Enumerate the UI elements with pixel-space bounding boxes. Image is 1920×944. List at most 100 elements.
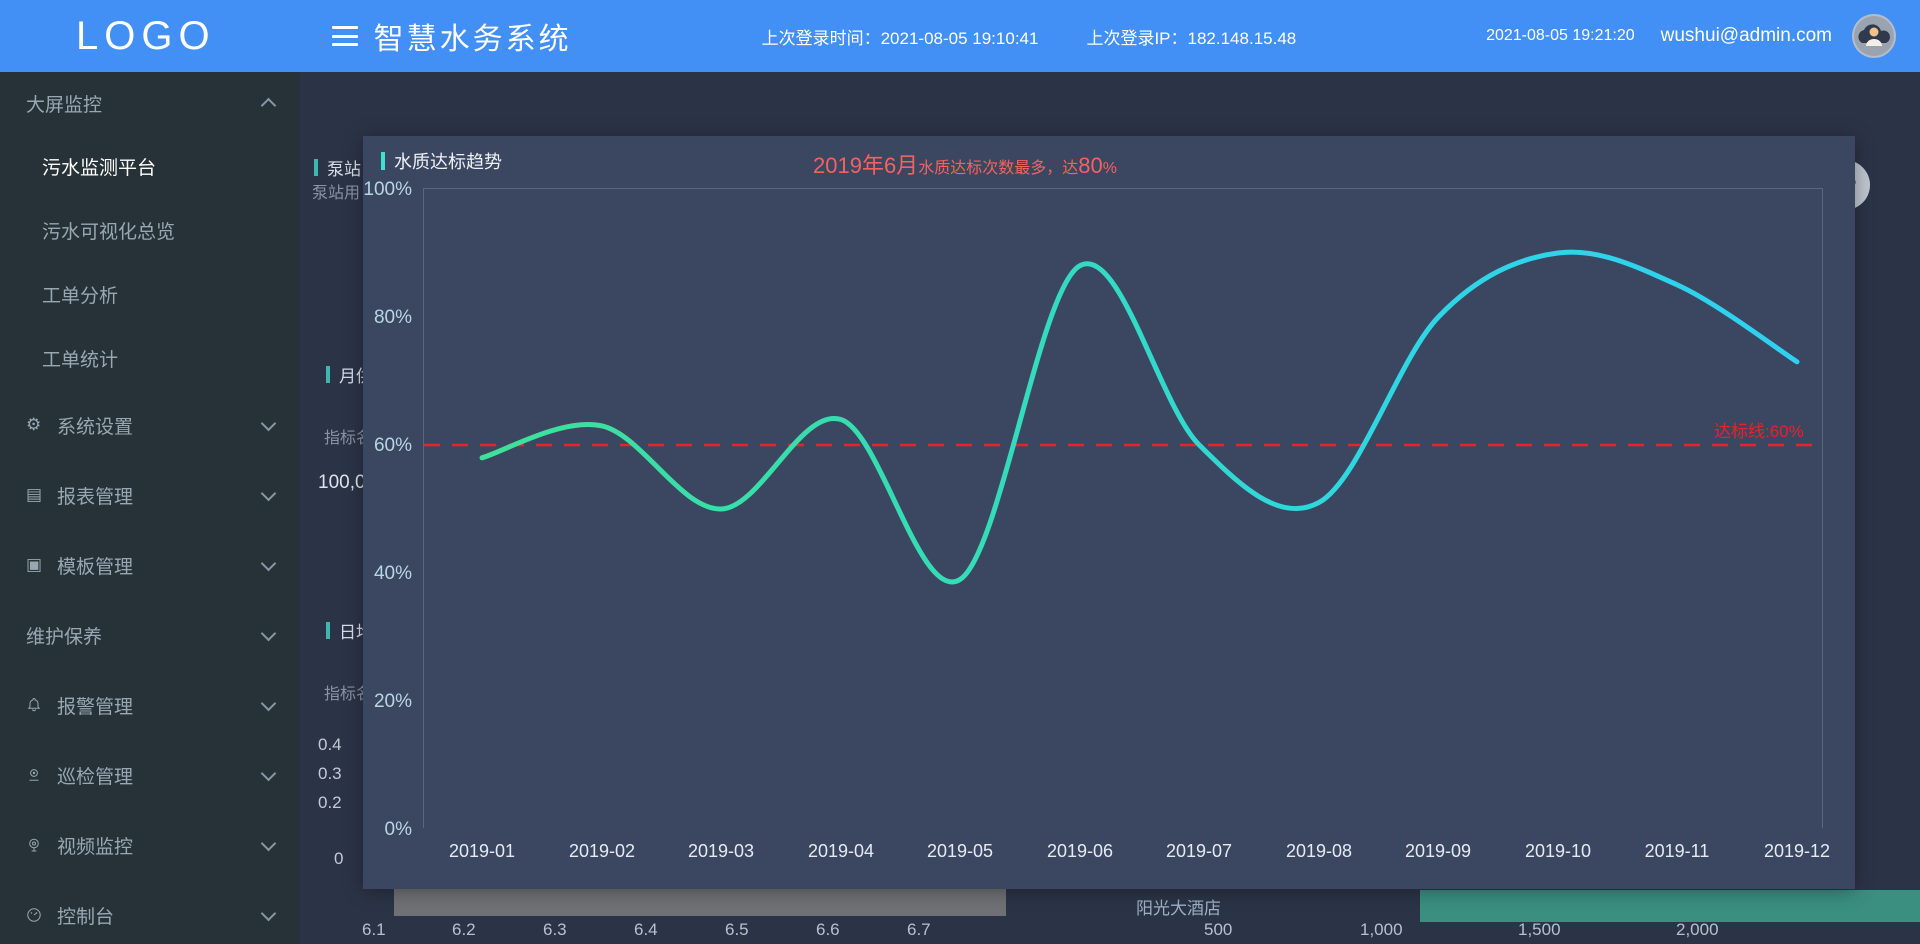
bottom-right-bar [1420,890,1920,922]
bg-card-label: 泵站 [327,160,361,179]
note-suffix: % [1102,160,1117,177]
chevron-down-icon [260,415,277,431]
bg-card-value-monthly: 100,0 [318,472,366,493]
line-chart-svg [424,249,1824,585]
bg-card-sub-monthly: 指标名 [324,430,373,447]
last-login-time: 上次登录时间：2021-08-05 19:10:41 [762,24,1039,49]
sidebar-item-label: 报警管理 [57,696,134,718]
note-month: 2019年6月 [813,153,919,178]
bottom-left-tick: 6.1 [362,920,386,939]
x-axis-tick: 2019-04 [807,841,875,861]
threshold-label: 达标线:60% [1714,422,1804,441]
accent-bar [381,152,385,170]
last-login-time-value: 2021-08-05 19:10:41 [880,28,1039,48]
bottom-left-tick: 6.2 [452,920,476,939]
bg-axis-tick: 0.3 [318,764,342,783]
y-axis-tick: 20% [373,691,412,712]
last-login-ip-value: 182.148.15.48 [1187,28,1297,48]
modal-title: 水质达标趋势 [381,148,502,174]
x-axis-tick: 2019-01 [448,841,516,861]
bottom-left-tick: 6.5 [725,920,749,939]
accent-bar [314,159,318,176]
bg-axis-tick: 0 [334,849,344,868]
sidebar-item-workorder-analysis[interactable]: 工单分析 [0,262,300,326]
chevron-down-icon [260,905,277,921]
chevron-down-icon [260,485,277,501]
template-grid-icon: ▣ [26,555,43,574]
sidebar-item-label: 系统设置 [57,416,134,438]
modal-title-text: 水质达标趋势 [394,152,502,172]
x-axis-tick: 2019-05 [926,841,994,861]
bottom-right-tick: 1,500 [1518,920,1561,939]
bottom-left-tick: 6.6 [816,920,840,939]
y-axis-tick: 0% [384,819,412,840]
x-axis-tick: 2019-07 [1165,841,1233,861]
bell-icon [26,697,48,713]
app-logo: LOGO [76,13,216,58]
x-axis-tick: 2019-09 [1404,841,1472,861]
note-text: 水质达标次数最多，达 [918,160,1079,177]
y-axis-tick: 100% [363,179,412,200]
bottom-right-tick: 500 [1204,920,1233,939]
x-axis-tick: 2019-03 [687,841,755,861]
top-header-bar: LOGO 智慧水务系统 上次登录时间：2021-08-05 19:10:41 上… [0,0,1920,72]
x-axis-tick: 2019-12 [1763,841,1831,861]
chevron-down-icon [260,555,277,571]
gear-icon: ⚙ [26,415,42,434]
sidebar-item-sewage-visual-overview[interactable]: 污水可视化总览 [0,198,300,262]
water-quality-trend-modal: 水质达标趋势 2019年6月水质达标次数最多，达80% [363,136,1855,889]
sidebar-subitem-label: 工单分析 [42,285,119,307]
bg-card-title-pump-station: 泵站 [314,155,361,180]
bg-card-sub-pump-station: 泵站用 [312,185,361,202]
bottom-right-category-label: 阳光大酒店 [1136,899,1221,918]
bottom-left-tick: 6.7 [907,920,931,939]
sidebar-item-alarm-management[interactable]: 报警管理 [0,670,300,740]
last-login-time-label: 上次登录时间： [761,28,881,48]
accent-bar [326,366,330,383]
bottom-right-tick: 1,000 [1360,920,1403,939]
sidebar-item-label: 模板管理 [57,556,134,578]
chevron-down-icon [260,835,277,851]
sidebar-item-maintenance[interactable]: 维护保养 [0,600,300,670]
sidebar-subitem-label: 污水可视化总览 [42,221,176,243]
note-value: 80 [1078,153,1103,178]
y-axis-tick: 40% [373,563,412,584]
series-line [479,249,1800,585]
sidebar-item-label: 报表管理 [57,486,134,508]
sidebar-item-label: 巡检管理 [57,766,134,788]
y-axis-tick: 60% [373,435,412,456]
sidebar-group-label: 大屏监控 [26,94,103,116]
sidebar: 大屏监控 污水监测平台 污水可视化总览 工单分析 工单统计 ⚙ 系统设置 ▤ 报… [0,72,300,944]
sidebar-item-inspection-management[interactable]: 巡检管理 [0,740,300,810]
modal-header: 水质达标趋势 2019年6月水质达标次数最多，达80% [363,136,1855,186]
user-email[interactable]: wushui@admin.com [1660,25,1832,46]
sidebar-subitem-label: 污水监测平台 [42,157,157,179]
bg-axis-tick: 0.2 [318,793,342,812]
camera-icon [26,837,48,853]
sidebar-item-report-management[interactable]: ▤ 报表管理 [0,460,300,530]
sidebar-item-sewage-monitor-platform[interactable]: 污水监测平台 [0,134,300,198]
x-axis-tick: 2019-08 [1285,841,1353,861]
sidebar-item-workorder-statistics[interactable]: 工单统计 [0,326,300,390]
sidebar-item-template-management[interactable]: ▣ 模板管理 [0,530,300,600]
sidebar-group-big-screen[interactable]: 大屏监控 [0,72,300,134]
sidebar-item-system-settings[interactable]: ⚙ 系统设置 [0,390,300,460]
report-chart-icon: ▤ [26,485,43,504]
chevron-up-icon [260,97,277,113]
sidebar-item-console[interactable]: 控制台 [0,880,300,944]
sidebar-item-video-surveillance[interactable]: 视频监控 [0,810,300,880]
hamburger-icon[interactable] [331,26,358,46]
sidebar-subitem-label: 工单统计 [42,349,119,371]
modal-highlight-note: 2019年6月水质达标次数最多，达80% [813,148,1117,180]
x-axis-tick: 2019-11 [1644,841,1710,861]
bottom-left-tick: 6.4 [634,920,658,939]
bottom-right-tick: 2,000 [1676,920,1719,939]
user-avatar-icon[interactable] [1852,14,1896,58]
sidebar-item-label: 控制台 [57,906,115,928]
line-chart-plot-area: 100% 80% 60% 40% 20% 0% 达标线:60% 2019-01 … [363,179,1830,861]
dashboard-gauge-icon [26,907,48,923]
chevron-down-icon [260,765,277,781]
bottom-left-tick: 6.3 [543,920,567,939]
y-axis-tick: 80% [373,307,412,328]
